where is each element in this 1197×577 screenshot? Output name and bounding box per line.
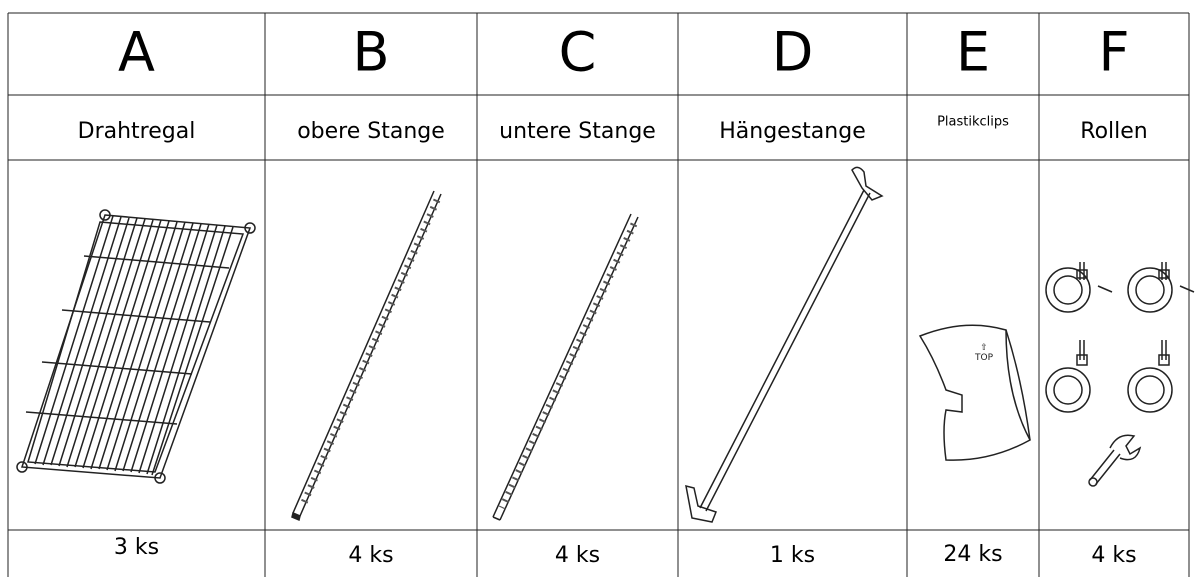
part-letter: D [772,21,814,84]
upper-rod-illustration [292,191,441,520]
page: {"table": {"columns": [ {"letter": "A", … [0,0,1197,577]
part-quantity: 4 ks [555,543,600,568]
part-name: Drahtregal [78,119,196,144]
part-quantity: 4 ks [348,543,393,568]
part-quantity: 24 ks [943,542,1002,567]
parts-table: ⇧ TOP A Drahtregal 3 ks Bobere Stange 4 ks Cu… [0,0,1197,577]
part-quantity: 4 ks [1091,543,1136,568]
part-letter: A [118,21,155,84]
svg-text:⇧: ⇧ [980,343,988,353]
part-letter: F [1098,21,1129,84]
table-grid [8,13,1189,577]
part-letter: B [352,21,389,84]
plastic-clip-illustration: ⇧ TOP [920,325,1030,460]
part-name: untere Stange [499,119,656,144]
hanging-rod-illustration [686,167,882,522]
part-quantity: 3 ks [114,535,159,560]
part-name: Plastikclips [937,115,1009,130]
part-name: obere Stange [297,119,445,144]
wire-shelf-illustration [17,210,255,483]
part-letter: C [559,21,597,84]
part-name: Hängestange [719,119,865,144]
lower-rod-illustration [493,214,638,520]
part-quantity: 1 ks [770,543,815,568]
part-name: Rollen [1080,119,1147,144]
part-letter: E [956,21,990,84]
casters-illustration [1046,262,1194,486]
clip-top-marking: TOP [974,353,994,363]
